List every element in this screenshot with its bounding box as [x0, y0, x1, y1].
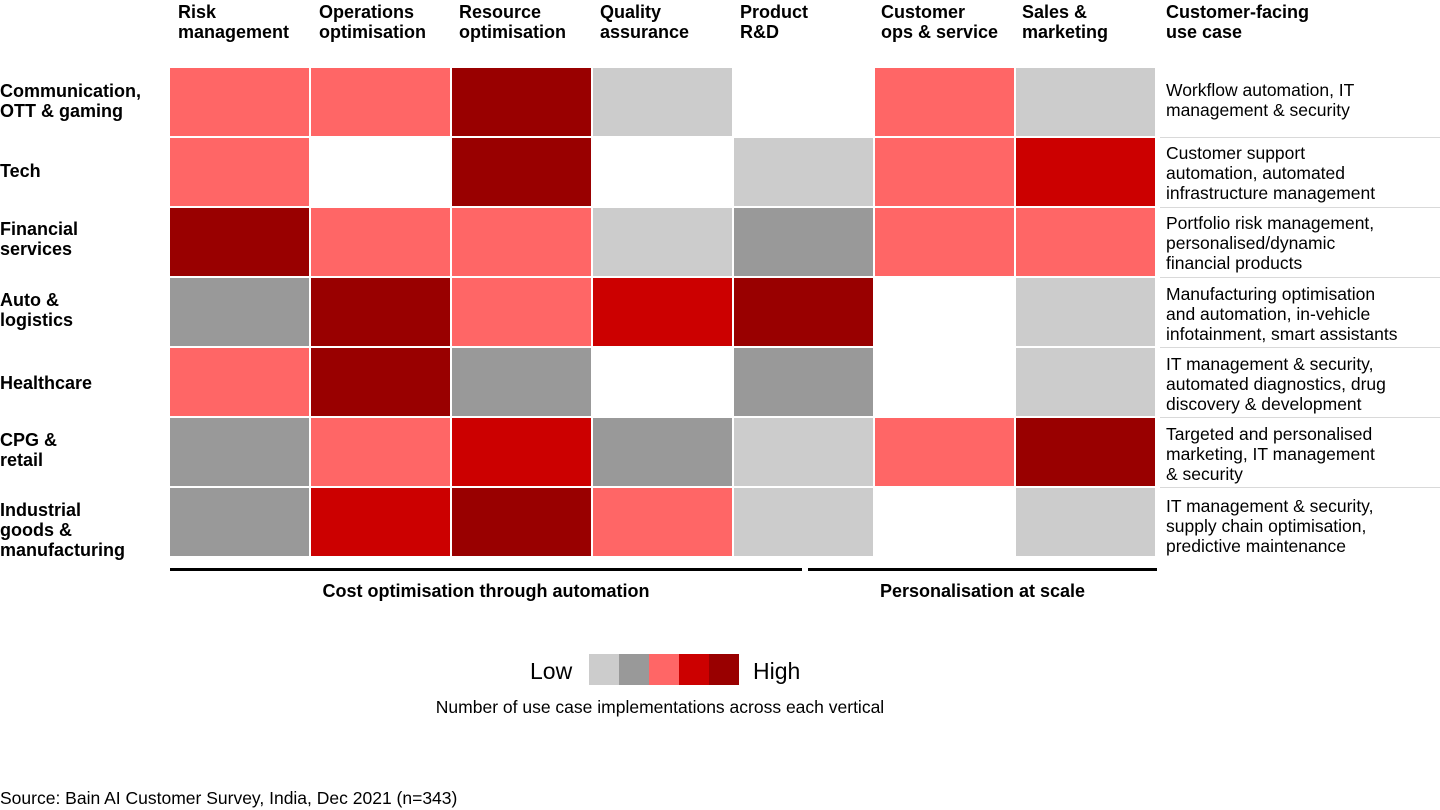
legend-swatch-level-2: [619, 654, 649, 685]
heatmap-cell: [875, 138, 1014, 206]
group-bracket-cost: [170, 568, 802, 571]
column-header-product-rd: Product R&D: [740, 2, 809, 42]
legend-swatch-level-4: [679, 654, 709, 685]
heatmap-cell: [1016, 418, 1155, 486]
legend-swatch-level-5: [709, 654, 739, 685]
heatmap-cell: [1016, 208, 1155, 276]
heatmap-cell: [593, 68, 732, 136]
heatmap-cell: [734, 138, 873, 206]
row-divider: [1160, 207, 1440, 208]
heatmap-cell: [734, 208, 873, 276]
legend-low-label: Low: [530, 658, 573, 684]
use-case-financial-services: Portfolio risk management, personalised/…: [1166, 213, 1375, 273]
heatmap-cell: [734, 418, 873, 486]
legend-note: Number of use case implementations acros…: [435, 697, 885, 717]
row-header-financial-services: Financial services: [0, 219, 79, 259]
row-header-communication: Communication, OTT & gaming: [0, 81, 142, 121]
heatmap-cell: [593, 418, 732, 486]
heatmap-cell: [875, 418, 1014, 486]
group-label-cost: Cost optimisation through automation: [322, 581, 650, 601]
heatmap-cell: [452, 278, 591, 346]
heatmap-cell: [311, 348, 450, 416]
heatmap-cell: [593, 138, 732, 206]
column-header-use-case: Customer-facing use case: [1166, 2, 1310, 42]
heatmap-cell: [311, 418, 450, 486]
heatmap-cell: [734, 488, 873, 556]
heatmap-cell: [875, 488, 1014, 556]
heatmap-cell: [875, 278, 1014, 346]
use-case-healthcare: IT management & security, automated diag…: [1166, 354, 1386, 414]
heatmap-cell: [593, 278, 732, 346]
heatmap-cell: [1016, 68, 1155, 136]
use-case-tech: Customer support automation, automated i…: [1166, 143, 1376, 203]
heatmap-cell: [1016, 138, 1155, 206]
row-header-auto-logistics: Auto & logistics: [0, 290, 74, 330]
heatmap-cell: [1016, 488, 1155, 556]
heatmap-cell: [311, 138, 450, 206]
heatmap-cell: [1016, 278, 1155, 346]
heatmap-cell: [170, 488, 309, 556]
heatmap-cell: [875, 348, 1014, 416]
heatmap-cell: [170, 68, 309, 136]
group-label-personalisation: Personalisation at scale: [879, 581, 1086, 601]
use-case-communication: Workflow automation, IT management & sec…: [1166, 80, 1355, 120]
legend-swatch-level-3: [649, 654, 679, 685]
heatmap-cell: [452, 488, 591, 556]
source-note: Source: Bain AI Customer Survey, India, …: [0, 788, 458, 808]
heatmap-cell: [875, 68, 1014, 136]
column-header-quality-assurance: Quality assurance: [600, 2, 690, 42]
heatmap-cell: [311, 278, 450, 346]
heatmap-cell: [452, 68, 591, 136]
row-header-healthcare: Healthcare: [0, 373, 93, 393]
heatmap-cell: [593, 208, 732, 276]
heatmap-cell: [734, 278, 873, 346]
row-divider: [1160, 277, 1440, 278]
legend-high-label: High: [753, 658, 801, 684]
use-case-cpg-retail: Targeted and personalised marketing, IT …: [1166, 424, 1375, 484]
row-header-cpg-retail: CPG & retail: [0, 430, 58, 470]
heatmap-cell: [734, 68, 873, 136]
column-header-sales-marketing: Sales & marketing: [1022, 2, 1109, 42]
heatmap-cell: [452, 418, 591, 486]
heatmap-cell: [452, 138, 591, 206]
heatmap-cell: [593, 488, 732, 556]
column-header-resource-optimisation: Resource optimisation: [459, 2, 566, 42]
heatmap-cell: [170, 208, 309, 276]
row-divider: [1160, 137, 1440, 138]
heatmap-cell: [170, 278, 309, 346]
heatmap-cell: [170, 418, 309, 486]
legend-swatch-level-1: [589, 654, 619, 685]
use-case-auto-logistics: Manufacturing optimisation and automatio…: [1166, 284, 1398, 344]
heatmap-cell: [311, 208, 450, 276]
heatmap-cell: [1016, 348, 1155, 416]
heatmap-cell: [452, 348, 591, 416]
row-divider: [1160, 417, 1440, 418]
row-header-industrial: Industrial goods & manufacturing: [0, 500, 126, 560]
row-header-tech: Tech: [0, 161, 41, 181]
column-header-operations-optimisation: Operations optimisation: [319, 2, 426, 42]
group-bracket-personalisation: [808, 568, 1157, 571]
use-case-industrial: IT management & security, supply chain o…: [1166, 496, 1374, 556]
row-divider: [1160, 487, 1440, 488]
row-divider: [1160, 347, 1440, 348]
heatmap-cell: [170, 348, 309, 416]
heatmap-cell: [170, 138, 309, 206]
heatmap-cell: [311, 488, 450, 556]
heatmap-cell: [593, 348, 732, 416]
column-header-customer-ops: Customer ops & service: [881, 2, 999, 42]
column-header-risk-management: Risk management: [178, 2, 290, 42]
heatmap-cell: [734, 348, 873, 416]
heatmap-cell: [452, 208, 591, 276]
heatmap-cell: [875, 208, 1014, 276]
heatmap-cell: [311, 68, 450, 136]
